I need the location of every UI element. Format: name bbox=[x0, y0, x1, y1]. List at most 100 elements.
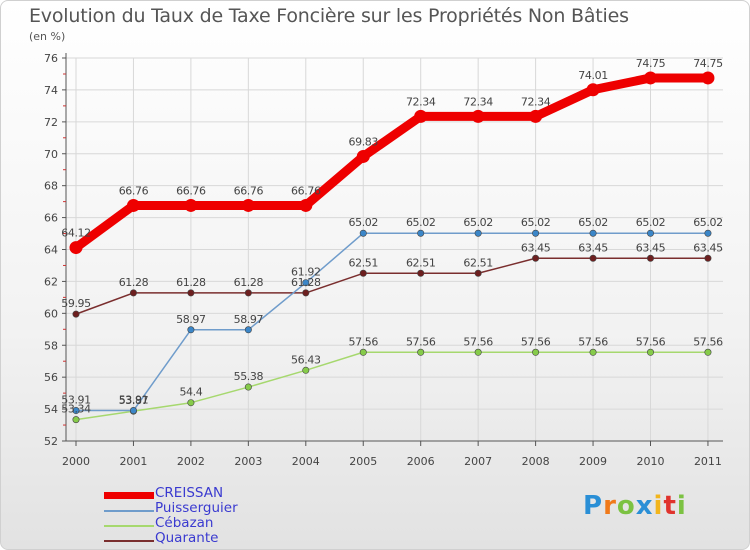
data-label-creissan: 72.34 bbox=[406, 95, 436, 108]
data-point-creissan bbox=[701, 71, 715, 85]
x-tick-label: 2001 bbox=[119, 455, 147, 468]
data-point-creissan bbox=[529, 109, 543, 123]
data-point-creissan bbox=[184, 198, 198, 212]
y-tick-label: 60 bbox=[44, 307, 58, 320]
data-label-cebazan: 54.4 bbox=[179, 386, 202, 399]
x-tick-label: 2007 bbox=[464, 455, 492, 468]
data-label-cebazan: 57.56 bbox=[636, 335, 666, 348]
y-tick-label: 74 bbox=[44, 84, 58, 97]
x-tick-label: 2002 bbox=[177, 455, 205, 468]
data-label-cebazan: 57.56 bbox=[349, 335, 379, 348]
x-tick-label: 2009 bbox=[579, 455, 607, 468]
data-label-puisserguier: 65.02 bbox=[406, 216, 436, 229]
data-point-creissan bbox=[356, 149, 370, 163]
x-tick-label: 2003 bbox=[234, 455, 262, 468]
logo-letter: i bbox=[676, 491, 687, 521]
data-label-creissan: 74.75 bbox=[693, 57, 723, 70]
data-label-puisserguier: 65.02 bbox=[636, 216, 666, 229]
logo-letter: r bbox=[603, 491, 617, 521]
data-label-quarante: 62.51 bbox=[406, 256, 436, 269]
data-label-quarante: 61.28 bbox=[176, 276, 206, 289]
data-label-creissan: 66.76 bbox=[291, 184, 321, 197]
data-label-puisserguier: 58.97 bbox=[176, 313, 206, 326]
data-point-cebazan bbox=[474, 348, 482, 356]
data-point-quarante bbox=[302, 289, 310, 297]
x-tick-label: 2010 bbox=[637, 455, 665, 468]
data-point-cebazan bbox=[302, 366, 310, 374]
series-line-creissan bbox=[71, 73, 713, 253]
y-unit-label: (en %) bbox=[29, 30, 66, 43]
y-tick-label: 66 bbox=[44, 212, 58, 225]
data-label-cebazan: 57.56 bbox=[578, 335, 608, 348]
y-tick-label: 64 bbox=[44, 244, 58, 257]
data-label-quarante: 61.28 bbox=[234, 276, 264, 289]
legend-swatch-quarante bbox=[104, 540, 154, 542]
data-label-creissan: 64.12 bbox=[61, 227, 91, 240]
data-point-cebazan bbox=[532, 348, 540, 356]
data-label-puisserguier: 65.02 bbox=[578, 216, 608, 229]
logo-letter: i bbox=[653, 491, 664, 521]
chart-title: Evolution du Taux de Taxe Foncière sur l… bbox=[29, 5, 629, 27]
legend-swatch-creissan bbox=[104, 492, 154, 499]
data-point-creissan bbox=[126, 198, 140, 212]
logo-letter: x bbox=[635, 491, 654, 521]
data-point-quarante bbox=[704, 254, 712, 262]
data-point-puisserguier bbox=[72, 407, 80, 415]
data-label-creissan: 74.75 bbox=[636, 57, 666, 70]
data-label-quarante: 63.45 bbox=[578, 241, 608, 254]
data-point-puisserguier bbox=[244, 326, 252, 334]
y-tick-label: 56 bbox=[44, 371, 58, 384]
data-label-cebazan: 57.56 bbox=[693, 335, 723, 348]
data-point-quarante bbox=[359, 269, 367, 277]
data-point-creissan bbox=[69, 241, 83, 255]
data-point-puisserguier bbox=[129, 407, 137, 415]
data-label-cebazan: 57.56 bbox=[521, 335, 551, 348]
y-tick-label: 58 bbox=[44, 339, 58, 352]
data-point-puisserguier bbox=[359, 229, 367, 237]
data-point-cebazan bbox=[244, 383, 252, 391]
data-point-quarante bbox=[474, 269, 482, 277]
logo-letter: o bbox=[616, 491, 636, 521]
data-point-puisserguier bbox=[474, 229, 482, 237]
data-point-puisserguier bbox=[646, 229, 654, 237]
y-tick-label: 62 bbox=[44, 275, 58, 288]
legend-label-quarante: Quarante bbox=[155, 530, 219, 546]
legend-swatch-puisserguier bbox=[104, 510, 154, 512]
legend-label-creissan: CREISSAN bbox=[155, 485, 224, 501]
data-label-creissan: 72.34 bbox=[463, 95, 493, 108]
data-point-cebazan bbox=[646, 348, 654, 356]
legend-swatch-cebazan bbox=[104, 525, 154, 527]
data-label-creissan: 66.76 bbox=[176, 184, 206, 197]
y-tick-label: 72 bbox=[44, 116, 58, 129]
data-point-creissan bbox=[586, 83, 600, 97]
data-label-cebazan: 53.34 bbox=[61, 403, 91, 416]
data-point-creissan bbox=[241, 198, 255, 212]
series-line-cebazan bbox=[75, 351, 709, 421]
data-point-quarante bbox=[532, 254, 540, 262]
data-label-quarante: 63.45 bbox=[521, 241, 551, 254]
data-point-puisserguier bbox=[417, 229, 425, 237]
data-point-cebazan bbox=[72, 416, 80, 424]
data-point-quarante bbox=[646, 254, 654, 262]
data-label-cebazan: 55.38 bbox=[234, 370, 264, 383]
data-label-quarante: 62.51 bbox=[463, 256, 493, 269]
data-point-cebazan bbox=[187, 399, 195, 407]
proxiti-logo: Proxiti bbox=[583, 491, 687, 521]
data-point-quarante bbox=[244, 289, 252, 297]
data-label-creissan: 66.76 bbox=[234, 184, 264, 197]
data-label-creissan: 74.01 bbox=[578, 69, 608, 82]
series-line-quarante bbox=[75, 257, 709, 315]
x-tick-label: 2004 bbox=[292, 455, 320, 468]
data-label-quarante: 63.45 bbox=[693, 241, 723, 254]
data-point-cebazan bbox=[417, 348, 425, 356]
data-point-puisserguier bbox=[532, 229, 540, 237]
data-point-creissan bbox=[299, 198, 313, 212]
y-tick-label: 68 bbox=[44, 180, 58, 193]
data-label-quarante: 61.28 bbox=[291, 276, 321, 289]
data-point-puisserguier bbox=[589, 229, 597, 237]
logo-letter: P bbox=[583, 491, 604, 521]
data-point-puisserguier bbox=[187, 326, 195, 334]
data-point-creissan bbox=[644, 71, 657, 85]
x-tick-label: 2011 bbox=[694, 455, 722, 468]
